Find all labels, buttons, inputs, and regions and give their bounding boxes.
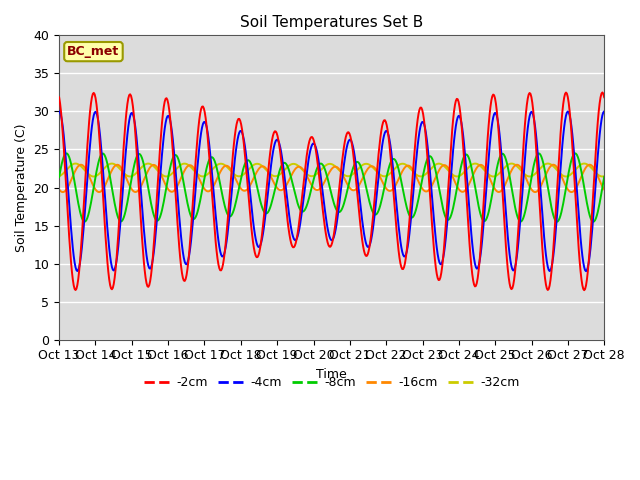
Line: -8cm: -8cm [59, 153, 604, 222]
-8cm [466, 157, 474, 163]
Line: -2cm: -2cm [59, 93, 604, 290]
-8cm [419, 172, 427, 178]
-8cm [302, 205, 310, 211]
-2cm [376, 135, 384, 141]
-32cm [466, 164, 474, 169]
-16cm [466, 180, 474, 186]
-16cm [302, 171, 310, 177]
-8cm [152, 216, 159, 222]
-32cm [598, 174, 606, 180]
Text: BC_met: BC_met [67, 45, 120, 58]
-4cm [600, 108, 608, 114]
-16cm [600, 187, 608, 192]
Y-axis label: Soil Temperature (C): Soil Temperature (C) [15, 123, 28, 252]
-32cm [419, 173, 427, 179]
-2cm [419, 111, 427, 117]
-16cm [55, 187, 63, 192]
-16cm [586, 162, 593, 168]
-32cm [152, 165, 159, 171]
-8cm [572, 150, 579, 156]
-8cm [600, 174, 608, 180]
-2cm [580, 288, 588, 293]
-16cm [152, 163, 159, 168]
-4cm [152, 232, 159, 238]
-8cm [376, 202, 384, 208]
-32cm [55, 173, 63, 179]
-16cm [376, 175, 384, 180]
-8cm [195, 202, 203, 208]
-2cm [152, 215, 159, 221]
-2cm [600, 95, 608, 100]
-4cm [466, 209, 474, 215]
-32cm [600, 173, 608, 179]
-2cm [302, 160, 310, 166]
-2cm [466, 241, 474, 247]
Legend: -2cm, -4cm, -8cm, -16cm, -32cm: -2cm, -4cm, -8cm, -16cm, -32cm [139, 372, 525, 395]
-2cm [195, 117, 203, 123]
-32cm [302, 170, 310, 176]
-16cm [568, 189, 575, 195]
Title: Soil Temperatures Set B: Soil Temperatures Set B [240, 15, 423, 30]
-4cm [55, 108, 63, 114]
-16cm [195, 176, 203, 182]
-8cm [55, 174, 63, 180]
-4cm [376, 157, 384, 163]
-2cm [598, 90, 606, 96]
-4cm [582, 268, 590, 274]
Line: -32cm: -32cm [59, 164, 604, 177]
-2cm [55, 95, 63, 100]
-4cm [302, 178, 310, 183]
-4cm [195, 144, 203, 150]
Line: -16cm: -16cm [59, 165, 604, 192]
-32cm [195, 172, 203, 178]
-16cm [419, 187, 427, 192]
X-axis label: Time: Time [316, 368, 347, 381]
-32cm [580, 161, 588, 167]
Line: -4cm: -4cm [59, 111, 604, 271]
-8cm [589, 219, 597, 225]
-32cm [376, 172, 384, 178]
-4cm [419, 119, 427, 125]
